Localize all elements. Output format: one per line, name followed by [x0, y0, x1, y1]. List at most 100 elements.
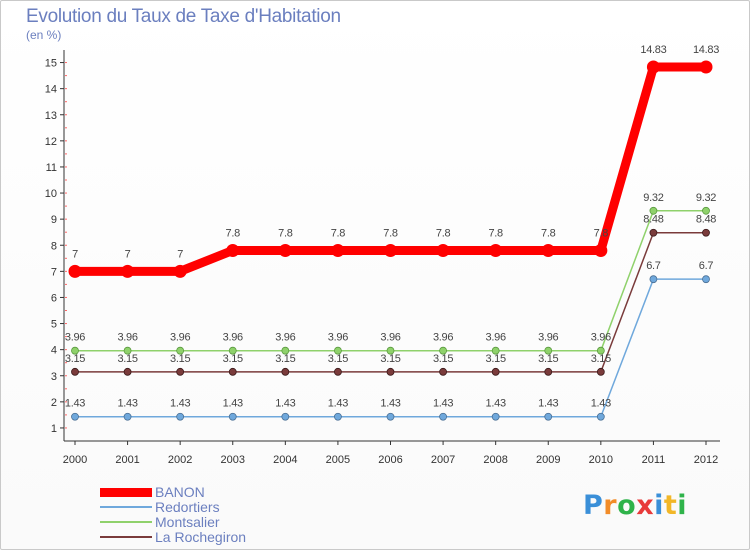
data-point	[702, 228, 710, 237]
data-label: 3.15	[486, 353, 506, 365]
data-label: 3.96	[591, 332, 611, 344]
data-label: 3.96	[486, 332, 506, 344]
legend-label-banon: BANON	[155, 484, 205, 500]
data-point	[386, 367, 395, 376]
legend-item-redortiers: Redortiers	[100, 499, 400, 515]
data-point	[491, 367, 500, 376]
data-point	[384, 243, 397, 257]
data-label: 3.15	[275, 353, 295, 365]
proxiti-logo: Proxiti	[583, 490, 687, 521]
data-label: 3.96	[538, 332, 558, 344]
data-label: 3.96	[380, 332, 400, 344]
x-tick-label: 2009	[536, 454, 560, 466]
data-point	[68, 264, 82, 278]
data-point	[123, 346, 132, 355]
data-label: 6.7	[699, 260, 714, 272]
data-label: 14.83	[640, 44, 666, 56]
data-point	[491, 346, 500, 355]
data-label: 6.7	[646, 260, 661, 272]
data-label: 3.96	[65, 332, 85, 344]
data-labels: 7 7 7 7.8 7.8 7.8 7.8 7.8 7.8 7.8 7.8 14.83 14.83 1.4…	[65, 44, 720, 410]
data-point	[226, 243, 240, 257]
data-label: 7	[72, 248, 78, 260]
data-point	[436, 243, 450, 257]
data-point	[176, 412, 185, 421]
logo-letter: t	[663, 490, 678, 521]
y-tick-label: 1	[51, 423, 57, 435]
data-label: 7.8	[331, 227, 346, 239]
legend-item-banon: BANON	[100, 484, 400, 500]
data-point	[386, 346, 395, 355]
data-label: 3.15	[223, 353, 243, 365]
data-label: 9.32	[643, 192, 663, 204]
logo-letter: r	[603, 490, 618, 521]
x-tick-label: 2008	[483, 454, 507, 466]
y-tick-label: 12	[45, 136, 57, 148]
data-point	[596, 367, 605, 376]
x-tick-label: 2006	[378, 454, 402, 466]
data-point	[228, 367, 237, 376]
legend-label-montsalier: Montsalier	[155, 514, 220, 530]
x-tick-label: 2011	[642, 454, 666, 466]
data-label: 7.8	[594, 227, 609, 239]
logo-letter: x	[636, 490, 655, 521]
x-tick-label: 2007	[431, 454, 455, 466]
data-point	[439, 412, 447, 421]
data-label: 14.83	[693, 44, 719, 56]
data-label: 7.8	[541, 227, 556, 239]
data-label: 3.96	[170, 332, 190, 344]
data-label: 1.43	[486, 398, 506, 410]
x-tick-label: 2004	[273, 454, 297, 466]
y-tick-label: 9	[51, 214, 57, 226]
data-point	[649, 275, 658, 284]
legend-item-montsalier: Montsalier	[100, 514, 400, 530]
y-tick-label: 11	[46, 162, 57, 174]
data-point	[123, 412, 132, 421]
legend-swatch-banon	[100, 488, 152, 497]
data-label: 1.43	[591, 398, 611, 410]
data-label: 8.48	[643, 214, 663, 226]
data-point	[386, 412, 395, 421]
y-tick-label: 10	[45, 188, 57, 200]
data-label: 1.43	[380, 398, 400, 410]
x-tick-label: 2005	[326, 454, 350, 466]
legend-swatch-montsalier	[100, 521, 152, 523]
data-point	[278, 243, 292, 257]
data-point	[489, 243, 503, 257]
data-point	[281, 367, 290, 376]
chart-subtitle: (en %)	[26, 28, 62, 42]
data-label: 1.43	[538, 398, 558, 410]
data-label: 7	[177, 248, 183, 260]
legend: BANON Redortiers Montsalier La Rochegiro…	[100, 484, 400, 545]
data-label: 3.15	[433, 353, 453, 365]
data-point	[334, 367, 342, 376]
legend-label-redortiers: Redortiers	[155, 499, 220, 515]
data-label: 7.8	[226, 227, 241, 239]
x-tick-label: 2001	[115, 454, 139, 466]
data-point	[71, 412, 79, 421]
series-line-0	[70, 62, 711, 276]
data-point	[544, 412, 553, 421]
data-label: 3.15	[328, 353, 348, 365]
series-lines	[68, 60, 713, 421]
data-point	[439, 346, 447, 355]
logo-letter: i	[677, 490, 688, 521]
data-label: 1.43	[170, 398, 190, 410]
data-point	[176, 346, 185, 355]
data-label: 3.15	[591, 353, 611, 365]
legend-swatch-la-rochegiron	[100, 536, 152, 538]
data-label: 3.15	[538, 353, 558, 365]
y-tick-label: 7	[51, 266, 57, 278]
logo-letter: P	[583, 490, 604, 521]
data-point	[594, 243, 608, 257]
logo-letter: o	[617, 490, 637, 521]
data-label: 9.32	[696, 192, 716, 204]
y-tick-label: 5	[51, 319, 57, 331]
x-tick-label: 2000	[63, 454, 87, 466]
data-point	[121, 264, 135, 278]
data-point	[281, 346, 290, 355]
legend-item-la-rochegiron: La Rochegiron	[100, 529, 400, 545]
y-tick-label: 6	[51, 292, 57, 304]
data-point	[176, 367, 185, 376]
